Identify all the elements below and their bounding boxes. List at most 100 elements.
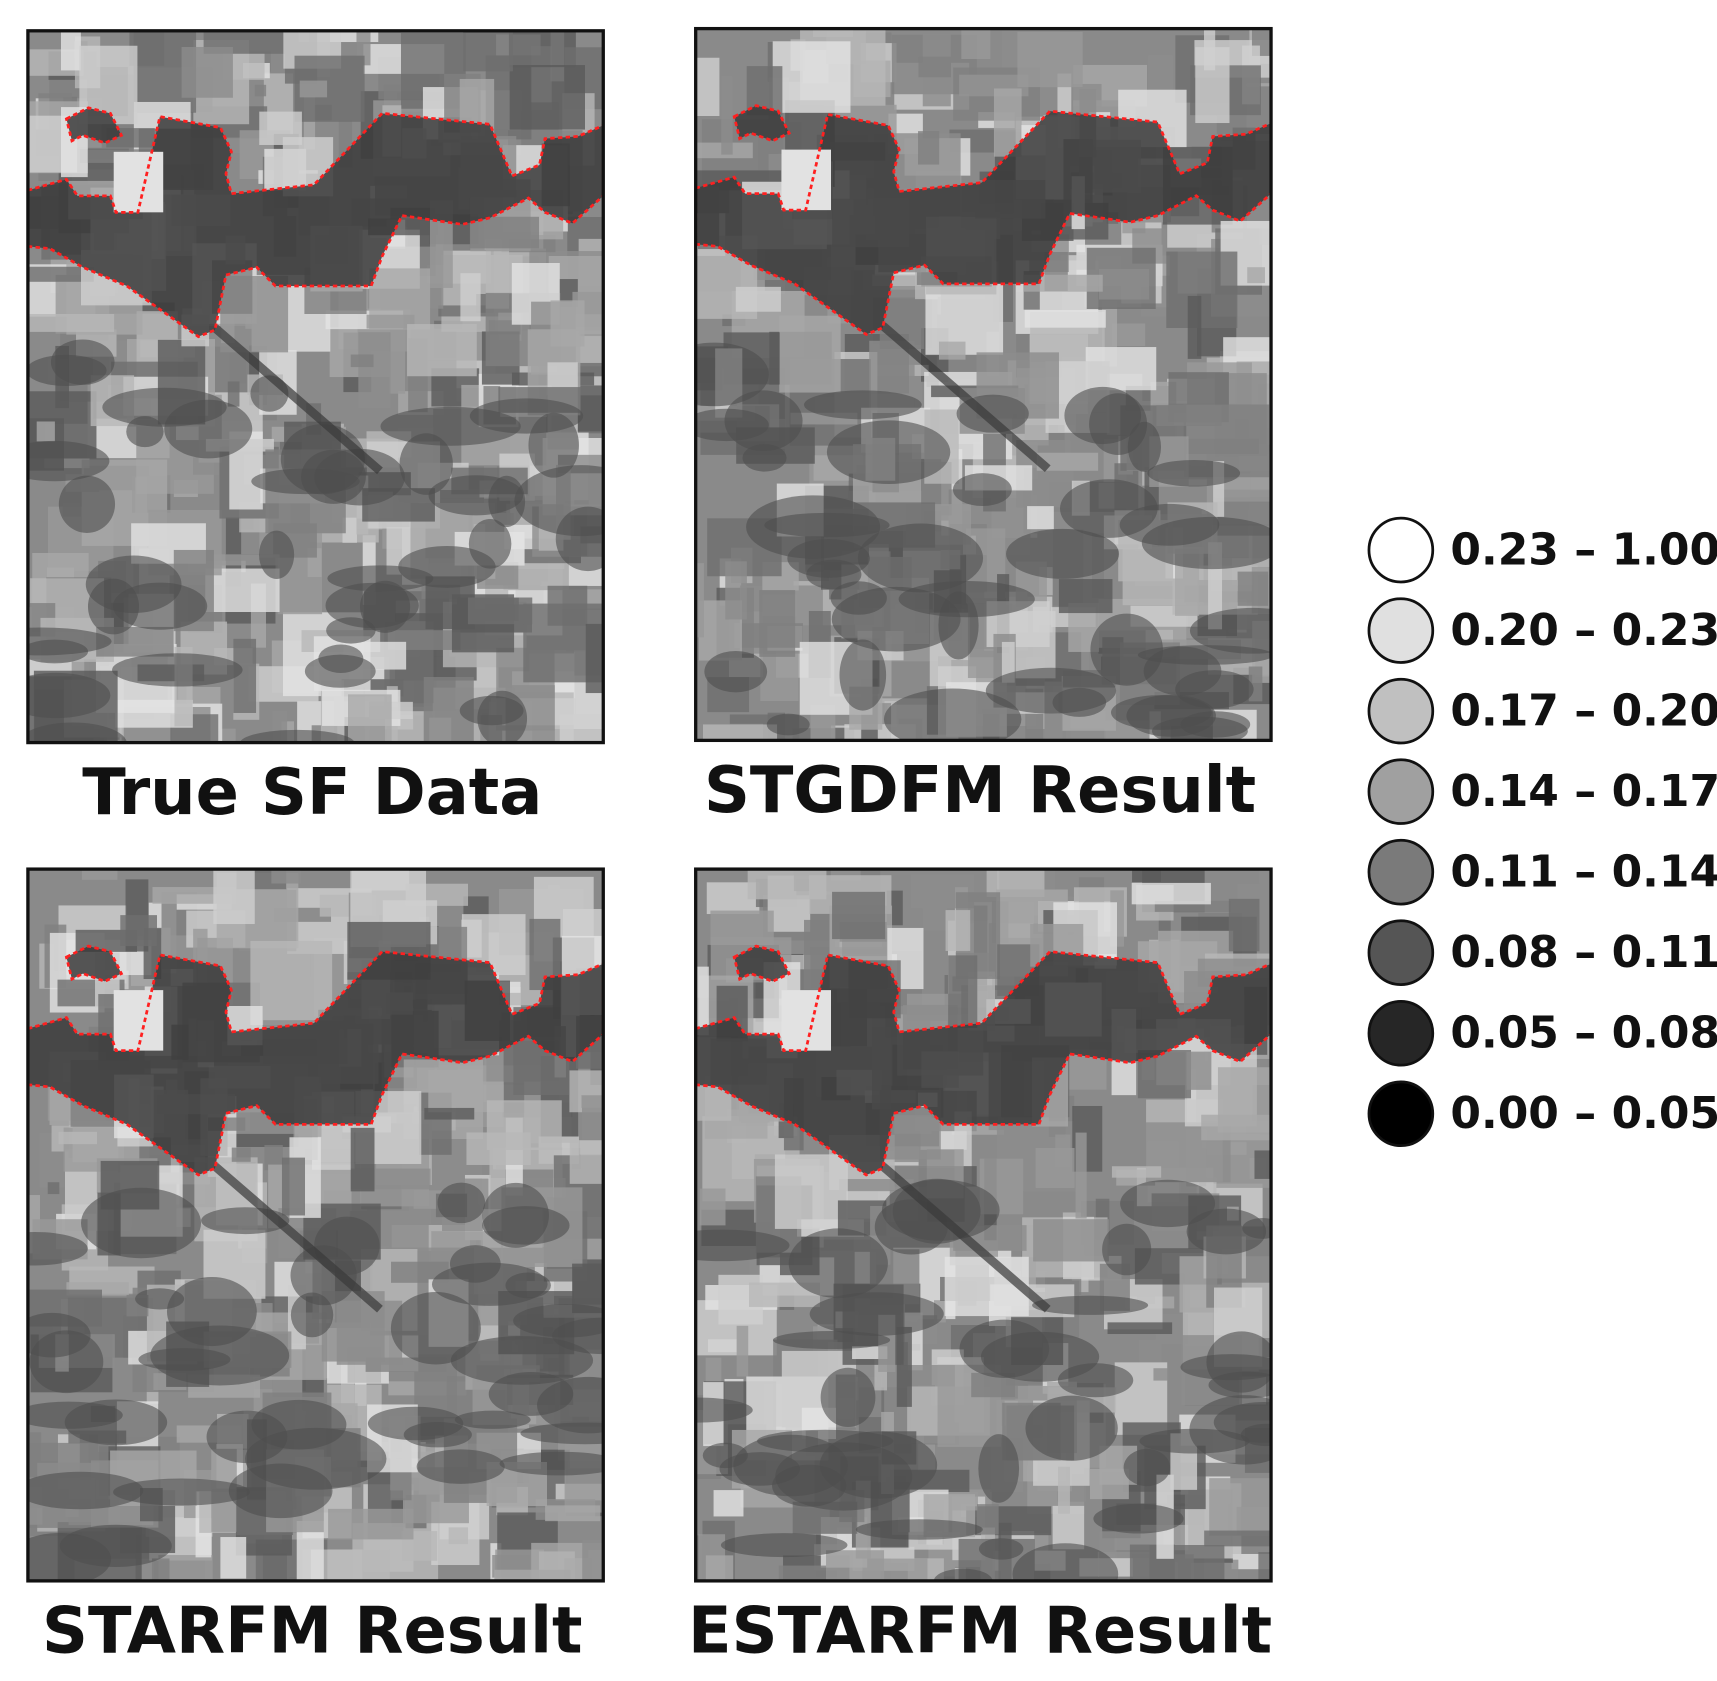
field	[1107, 1322, 1173, 1335]
field	[735, 286, 781, 312]
field	[1132, 869, 1161, 883]
river	[879, 322, 1051, 472]
legend-swatch	[1367, 677, 1435, 745]
field	[328, 1508, 414, 1540]
field	[430, 200, 453, 288]
panel-title: STARFM Result	[42, 1594, 582, 1668]
field	[424, 1107, 475, 1120]
legend-label: 0.11 – 0.14	[1450, 846, 1717, 897]
dark-patch	[416, 1449, 505, 1484]
river	[212, 1162, 383, 1313]
panel-title: True SF Data	[82, 756, 542, 830]
dark-patch	[27, 672, 111, 719]
field	[1156, 405, 1222, 426]
dark-patch	[314, 448, 405, 506]
bright-field	[113, 151, 164, 213]
field	[227, 381, 240, 407]
boundary	[732, 104, 792, 143]
field	[581, 1095, 604, 1108]
field	[28, 313, 115, 332]
dark-patch	[826, 420, 951, 485]
dark-patch	[399, 433, 453, 495]
field	[759, 590, 796, 657]
map-panel	[26, 867, 605, 1583]
field	[350, 1127, 375, 1192]
dark-patch	[1180, 711, 1251, 738]
panel-frame	[26, 867, 605, 1583]
dark-patch	[806, 559, 862, 590]
field	[1254, 1150, 1272, 1179]
legend-swatch	[1367, 999, 1435, 1067]
panel-frame	[694, 867, 1273, 1583]
field	[310, 1549, 390, 1581]
dark-patch	[874, 1199, 948, 1255]
dark-patch	[1119, 503, 1220, 546]
bright-field	[113, 990, 164, 1051]
dark-patch	[259, 530, 295, 579]
boundary	[27, 111, 604, 339]
field	[120, 915, 157, 947]
field	[1154, 900, 1232, 912]
dark-patch	[883, 688, 1022, 741]
field	[1075, 1132, 1087, 1219]
field	[1058, 1466, 1070, 1514]
boundary	[695, 950, 1272, 1177]
field	[582, 1540, 604, 1581]
field	[233, 638, 257, 713]
dark-patch	[27, 440, 110, 482]
field	[60, 30, 81, 71]
dark-patch	[820, 1367, 876, 1428]
dark-patch	[933, 1568, 993, 1581]
field	[778, 1565, 827, 1581]
dark-patch	[112, 653, 243, 687]
dark-patch	[1025, 1395, 1118, 1461]
dark-patch	[528, 412, 579, 478]
dark-patch	[809, 1292, 944, 1336]
forest	[734, 946, 790, 982]
dark-patch	[764, 512, 890, 538]
legend-label: 0.20 – 0.23	[1450, 605, 1717, 656]
field	[779, 315, 841, 393]
field	[1060, 255, 1096, 270]
dark-patch	[695, 1397, 753, 1423]
dark-patch	[1208, 1371, 1272, 1399]
dark-patch	[537, 1376, 604, 1434]
boundary	[64, 106, 124, 145]
field	[350, 354, 374, 368]
field	[812, 28, 854, 38]
dark-patch	[1006, 528, 1120, 579]
field	[231, 1147, 251, 1162]
legend-swatch	[1367, 838, 1435, 906]
dark-patch	[1102, 1223, 1152, 1276]
field	[772, 41, 851, 113]
dark-patch	[437, 1182, 486, 1224]
field	[27, 266, 94, 282]
field	[948, 955, 978, 1028]
field	[826, 1550, 885, 1581]
field	[509, 65, 585, 130]
field	[710, 910, 774, 946]
dark-patch	[803, 390, 922, 420]
field	[254, 84, 267, 97]
field	[1027, 506, 1054, 530]
dark-patch	[788, 1228, 888, 1299]
field	[407, 324, 477, 377]
dark-patch	[27, 722, 127, 743]
dark-patch	[839, 639, 887, 711]
field	[1187, 295, 1202, 359]
dark-patch	[978, 1538, 1024, 1560]
field	[1251, 28, 1272, 56]
dark-patch	[450, 1336, 594, 1385]
field	[747, 869, 827, 900]
field	[1204, 28, 1216, 71]
field	[713, 1490, 744, 1517]
dark-patch	[1186, 1208, 1267, 1255]
dark-patch	[978, 1434, 1020, 1503]
dark-patch	[239, 729, 355, 743]
field	[1131, 882, 1211, 905]
dark-patch	[695, 342, 769, 407]
dark-patch	[1093, 1503, 1184, 1534]
field	[81, 869, 118, 880]
dark-patch	[403, 1422, 472, 1448]
map-image	[695, 869, 1272, 1581]
